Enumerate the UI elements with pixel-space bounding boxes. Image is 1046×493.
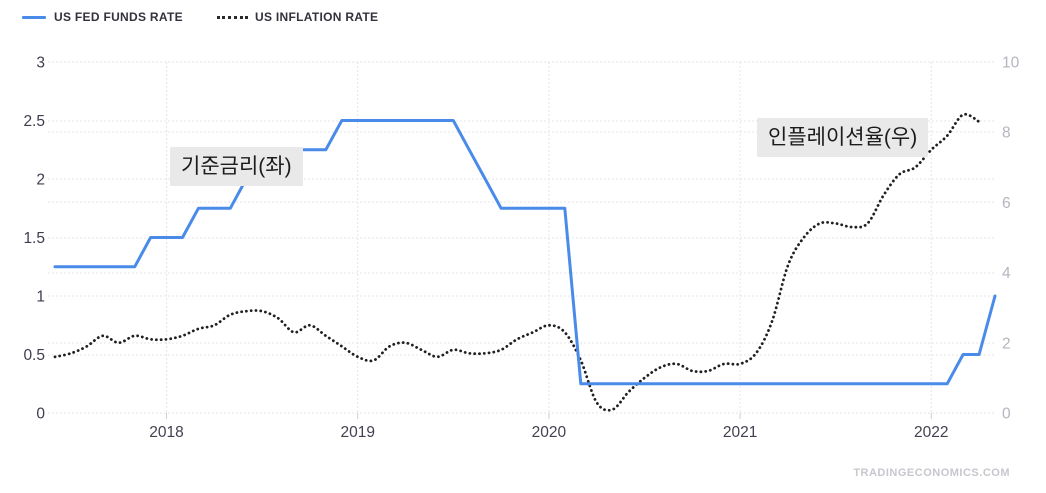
- right-tick-label: 4: [1002, 265, 1011, 282]
- gridlines: [48, 61, 996, 414]
- x-tick-label: 2020: [532, 424, 567, 441]
- left-tick-label: 3: [36, 55, 45, 72]
- left-tick-label: 2: [36, 172, 45, 189]
- left-tick-label: 0.5: [23, 347, 45, 364]
- left-tick-label: 1: [36, 289, 45, 306]
- series-fed-funds-rate[interactable]: [53, 119, 997, 386]
- x-tick-label: 2022: [914, 424, 948, 441]
- inflation-line-swatch-icon: [217, 15, 248, 19]
- left-tick-label: 1.5: [23, 230, 45, 247]
- left-axis: 0 0.5 1 1.5 2 2.5 3: [23, 55, 45, 423]
- legend-item-fed-funds-rate[interactable]: US FED FUNDS RATE: [22, 9, 183, 25]
- right-tick-label: 6: [1002, 195, 1011, 212]
- legend-label-fed-funds-rate: US FED FUNDS RATE: [54, 10, 183, 24]
- right-tick-label: 0: [1002, 406, 1011, 423]
- left-tick-label: 2.5: [23, 113, 45, 130]
- legend-label-inflation-rate: US INFLATION RATE: [255, 10, 379, 24]
- series-inflation-rate[interactable]: [53, 112, 981, 412]
- annotation-base-rate-left: 기준금리(좌): [170, 147, 303, 187]
- left-tick-label: 0: [36, 406, 45, 423]
- chart-legend: US FED FUNDS RATE US INFLATION RATE: [0, 0, 1046, 28]
- x-tick-label: 2018: [149, 424, 183, 441]
- legend-item-inflation-rate[interactable]: US INFLATION RATE: [217, 9, 378, 25]
- watermark-tradingeconomics: TRADINGECONOMICS.COM: [853, 467, 1010, 479]
- annotation-inflation-right: 인플레이션율(우): [757, 118, 929, 158]
- right-tick-label: 10: [1002, 55, 1020, 72]
- fed-line-swatch-icon: [22, 15, 46, 19]
- right-tick-label: 2: [1002, 335, 1011, 352]
- right-tick-label: 8: [1002, 125, 1011, 142]
- x-tick-label: 2021: [723, 424, 757, 441]
- x-axis: 2018 2019 2020 2021 2022: [149, 62, 949, 441]
- right-axis: 0 2 4 6 8 10: [1002, 55, 1020, 423]
- x-tick-label: 2019: [340, 424, 374, 441]
